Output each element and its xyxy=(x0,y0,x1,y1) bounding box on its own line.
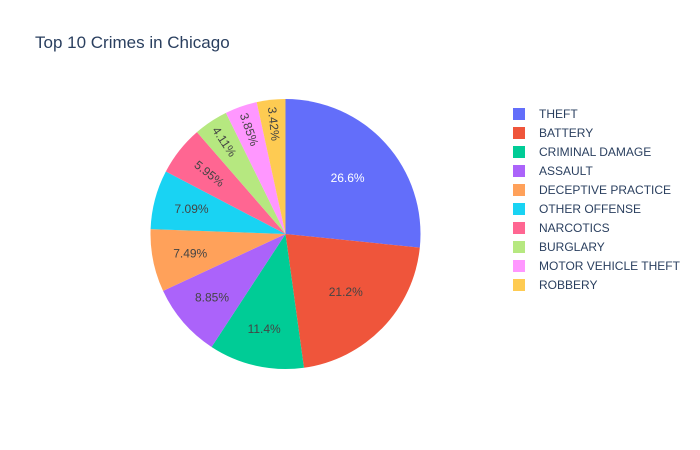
pie-label-criminal-damage: 11.4% xyxy=(248,322,281,336)
legend-label-robbery: ROBBERY xyxy=(539,278,597,292)
legend-swatch-deceptive-practice xyxy=(513,184,525,196)
legend-swatch-other-offense xyxy=(513,203,525,215)
legend-swatch-motor-vehicle-theft xyxy=(513,260,525,272)
legend-item-robbery[interactable]: ROBBERY xyxy=(513,278,597,292)
pie-label-assault: 8.85% xyxy=(195,291,229,305)
pie-slice-narcotics[interactable] xyxy=(165,132,286,234)
legend-item-criminal-damage[interactable]: CRIMINAL DAMAGE xyxy=(513,145,651,159)
pie-slice-criminal-damage[interactable] xyxy=(211,234,304,370)
pie-slice-robbery[interactable] xyxy=(256,99,286,234)
legend-label-assault: ASSAULT xyxy=(539,164,593,178)
chart-title: Top 10 Crimes in Chicago xyxy=(35,33,230,52)
legend-item-assault[interactable]: ASSAULT xyxy=(513,164,593,178)
legend-label-burglary: BURGLARY xyxy=(539,240,605,254)
legend-item-motor-vehicle-theft[interactable]: MOTOR VEHICLE THEFT xyxy=(513,259,681,273)
pie-label-battery: 21.2% xyxy=(329,285,363,299)
pie-label-deceptive-practice: 7.49% xyxy=(173,246,207,260)
pie-slice-battery[interactable] xyxy=(285,234,420,368)
legend-swatch-assault xyxy=(513,165,525,177)
legend-item-other-offense[interactable]: OTHER OFFENSE xyxy=(513,202,641,216)
legend-label-motor-vehicle-theft: MOTOR VEHICLE THEFT xyxy=(539,259,681,273)
legend-label-battery: BATTERY xyxy=(539,126,593,140)
legend-swatch-robbery xyxy=(513,279,525,291)
legend-swatch-theft xyxy=(513,108,525,120)
legend-label-theft: THEFT xyxy=(539,107,578,121)
pie-slice-deceptive-practice[interactable] xyxy=(150,229,286,291)
pie-label-other-offense: 7.09% xyxy=(175,202,209,216)
legend-swatch-criminal-damage xyxy=(513,146,525,158)
legend-label-deceptive-practice: DECEPTIVE PRACTICE xyxy=(539,183,671,197)
legend-label-other-offense: OTHER OFFENSE xyxy=(539,202,641,216)
pie-slice-motor-vehicle-theft[interactable] xyxy=(225,102,286,234)
legend-item-burglary[interactable]: BURGLARY xyxy=(513,240,605,254)
pie-slice-burglary[interactable] xyxy=(196,112,286,234)
legend-label-narcotics: NARCOTICS xyxy=(539,221,610,235)
pie-slice-other-offense[interactable] xyxy=(150,171,286,234)
pie-label-robbery: 3.42% xyxy=(265,106,283,142)
pie-label-theft: 26.6% xyxy=(331,171,365,185)
legend-swatch-battery xyxy=(513,127,525,139)
pie-slices xyxy=(150,99,421,370)
legend-swatch-burglary xyxy=(513,241,525,253)
legend-label-criminal-damage: CRIMINAL DAMAGE xyxy=(539,145,651,159)
legend-item-narcotics[interactable]: NARCOTICS xyxy=(513,221,610,235)
legend-item-battery[interactable]: BATTERY xyxy=(513,126,593,140)
legend: THEFT BATTERY CRIMINAL DAMAGE ASSAULT DECEPT… xyxy=(513,107,681,292)
legend-item-deceptive-practice[interactable]: DECEPTIVE PRACTICE xyxy=(513,183,671,197)
legend-swatch-narcotics xyxy=(513,222,525,234)
legend-item-theft[interactable]: THEFT xyxy=(513,107,578,121)
pie-slice-theft[interactable] xyxy=(285,99,421,248)
pie-slice-assault[interactable] xyxy=(163,234,286,347)
